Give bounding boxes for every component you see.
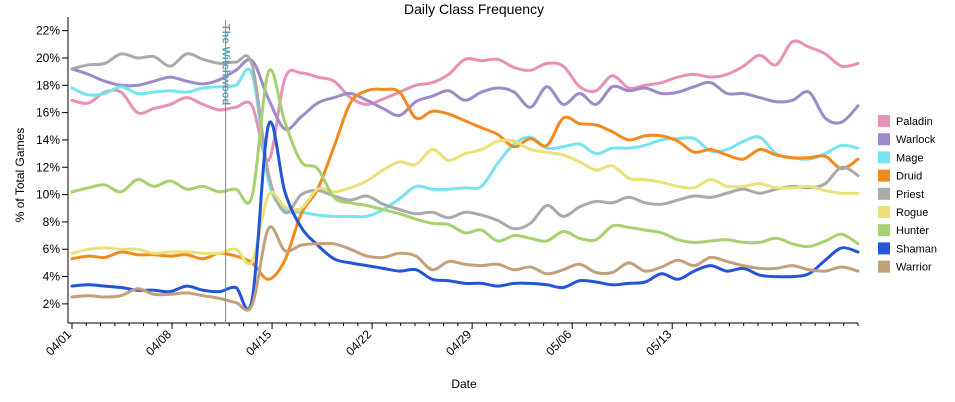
y-tick-label: 20% xyxy=(36,51,60,65)
y-tick-label: 12% xyxy=(36,160,60,174)
legend-label-druid: Druid xyxy=(896,171,922,183)
legend-swatch-paladin xyxy=(878,115,890,127)
series-line-mage xyxy=(70,67,860,219)
legend-label-priest: Priest xyxy=(896,189,924,201)
y-tick-label: 18% xyxy=(36,78,60,92)
legend-swatch-warrior xyxy=(878,260,890,273)
legend-label-rogue: Rogue xyxy=(896,207,928,219)
legend-label-mage: Mage xyxy=(896,152,924,164)
x-tick-label: 04/29 xyxy=(443,327,474,358)
legend-label-hunter: Hunter xyxy=(896,225,929,237)
legend-label-warrior: Warrior xyxy=(896,262,932,274)
legend-swatch-rogue xyxy=(878,206,890,218)
y-tick-label: 4% xyxy=(43,270,61,284)
series-line-shaman xyxy=(70,120,860,311)
series-line-druid xyxy=(70,87,860,281)
legend-swatch-druid xyxy=(878,169,890,182)
x-axis: 04/01 04/08 04/15 04/22 04/29 05/06 05/13 xyxy=(43,322,859,358)
legend-swatch-priest xyxy=(878,187,890,200)
x-tick-label: 04/01 xyxy=(43,327,74,358)
x-tick-label: 05/06 xyxy=(543,327,574,358)
y-tick-label: 10% xyxy=(36,188,60,202)
x-tick-label: 04/15 xyxy=(243,327,274,358)
y-tick-label: 22% xyxy=(36,24,60,38)
series-line-priest xyxy=(70,52,860,231)
series-line-warrior xyxy=(70,225,860,312)
x-tick-label: 04/08 xyxy=(143,327,174,358)
legend-label-paladin: Paladin xyxy=(896,116,933,128)
legend-swatch-warlock xyxy=(878,133,890,146)
y-tick-label: 16% xyxy=(36,106,60,120)
legend-swatch-shaman xyxy=(878,242,890,255)
legend-label-warlock: Warlock xyxy=(896,134,936,146)
y-axis-title: % of Total Games xyxy=(13,128,27,223)
series-line-warlock xyxy=(70,58,860,131)
legend-swatch-hunter xyxy=(878,224,890,237)
annotation-label: The Witchwood xyxy=(220,24,232,105)
chart-title: Daily Class Frequency xyxy=(404,1,544,17)
x-axis-title: Date xyxy=(451,377,477,391)
series-line-rogue xyxy=(70,138,860,266)
legend-label-shaman: Shaman xyxy=(896,243,937,255)
x-tick-label: 05/13 xyxy=(643,327,674,358)
y-tick-label: 14% xyxy=(36,133,60,147)
series-lines xyxy=(70,39,860,312)
y-tick-label: 8% xyxy=(43,215,61,229)
y-axis: 2% 4% 6% 8% 10% 12% 14% 16% 18% 20% 22% xyxy=(36,17,69,323)
legend: Paladin Warlock Mage Druid Priest Rogue Hunter… xyxy=(878,115,937,274)
x-tick-label: 04/22 xyxy=(343,327,374,358)
series-line-hunter xyxy=(70,68,860,249)
y-tick-label: 6% xyxy=(43,242,61,256)
event-annotation: The Witchwood xyxy=(220,20,232,323)
y-tick-label: 2% xyxy=(43,297,61,311)
series-line-paladin xyxy=(70,39,860,162)
legend-swatch-mage xyxy=(878,151,890,164)
